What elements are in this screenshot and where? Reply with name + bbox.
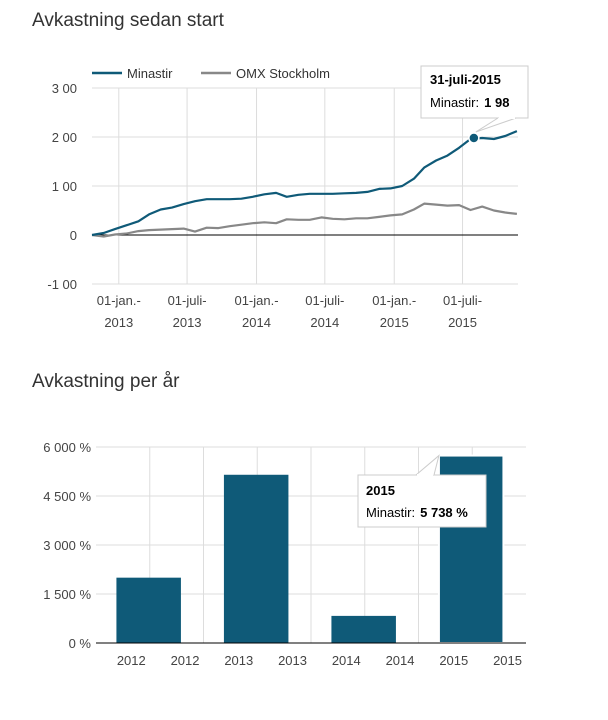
tooltip-series-label: Minastir:: [366, 505, 415, 520]
tooltip-title: 2015: [366, 483, 395, 498]
tooltip-value: 5 738 %: [420, 505, 468, 520]
x-tick-label: 2014: [242, 315, 271, 330]
x-tick-label: 2013: [104, 315, 133, 330]
legend-label-minastir: Minastir: [127, 66, 173, 81]
tooltip-row: Minastir: 5 738 %: [366, 505, 468, 520]
tooltip-box: [420, 65, 529, 119]
x-tick-label: 2015: [493, 653, 522, 668]
y-tick-label: 1 00: [52, 179, 77, 194]
x-tick-label: 2012: [117, 653, 146, 668]
series-line-minastir: [91, 130, 518, 237]
x-tick-label: 01-juli-: [168, 293, 207, 308]
x-tick-label: 2014: [332, 653, 361, 668]
line-chart-title: Avkastning sedan start: [32, 10, 224, 31]
x-tick-label: 2015: [380, 315, 409, 330]
tooltip-pointer: [475, 117, 517, 133]
x-tick-label: 2013: [278, 653, 307, 668]
y-tick-label: 0 %: [69, 636, 92, 651]
y-tick-label: 2 00: [52, 130, 77, 145]
bar-chart-title: Avkastning per år: [32, 371, 180, 392]
bar-2012: [116, 577, 181, 643]
x-tick-label: 2014: [386, 653, 415, 668]
x-tick-label: 2013: [224, 653, 253, 668]
x-tick-label: 01-jan.-: [372, 293, 416, 308]
line-chart[interactable]: 3 00 2 00 1 00 0 -1 00 01-jan.- 2013 01-juli- 20…: [0, 0, 608, 360]
tooltip-title: 31-juli-2015: [430, 72, 501, 87]
x-tick-label: 2014: [310, 315, 339, 330]
tooltip-pointer: [415, 454, 440, 476]
y-tick-label: -1 00: [47, 277, 77, 292]
x-tick-label: 01-juli-: [305, 293, 344, 308]
y-tick-label: 3 00: [52, 81, 77, 96]
y-tick-label: 3 000 %: [43, 538, 91, 553]
bar-2014: [331, 615, 396, 643]
series-line-omx-stockholm: [91, 202, 518, 238]
y-tick-label: 1 500 %: [43, 587, 91, 602]
y-tick-label: 0: [70, 228, 77, 243]
tooltip-value: 1 98: [484, 95, 509, 110]
bar-2013: [223, 474, 289, 643]
x-tick-label: 2012: [171, 653, 200, 668]
legend-label-omx-stockholm: OMX Stockholm: [236, 66, 330, 81]
tooltip-row: Minastir: 1 98: [430, 95, 509, 110]
x-tick-label: 01-juli-: [443, 293, 482, 308]
x-tick-label: 2015: [439, 653, 468, 668]
y-tick-label: 4 500 %: [43, 489, 91, 504]
highlight-point: [468, 132, 480, 144]
x-tick-label: 2013: [173, 315, 202, 330]
tooltip-series-label: Minastir:: [430, 95, 479, 110]
x-tick-label: 2015: [448, 315, 477, 330]
y-tick-label: 6 000 %: [43, 440, 91, 455]
x-tick-label: 01-jan.-: [97, 293, 141, 308]
x-tick-label: 01-jan.-: [234, 293, 278, 308]
